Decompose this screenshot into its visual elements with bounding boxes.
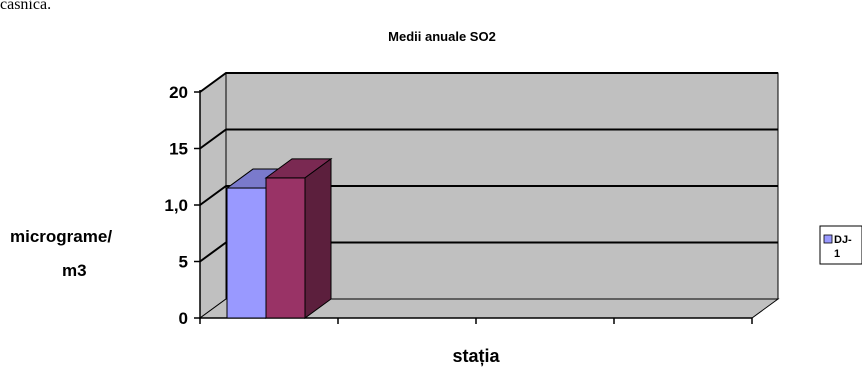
y-tick-label: 15 <box>169 140 188 159</box>
chart-title: Medii anuale SO2 <box>388 29 496 44</box>
bar-side <box>304 157 332 319</box>
gridline <box>199 128 778 150</box>
y-axis-label-line-2: m3 <box>62 261 87 280</box>
gridline <box>199 185 778 206</box>
y-tick-label: 5 <box>179 253 188 272</box>
gridline <box>199 241 778 263</box>
y-tick-label: 0 <box>179 309 188 328</box>
bar <box>226 187 267 319</box>
legend-swatch <box>823 234 833 244</box>
bar <box>265 177 306 319</box>
gridline <box>199 72 778 93</box>
x-axis-label: stația <box>452 346 500 366</box>
legend-box <box>819 225 862 265</box>
plot-area: 0 5 1,0 15 20 <box>164 72 780 328</box>
legend-entry-line-1: DJ- <box>834 234 852 246</box>
legend: DJ- 1 <box>819 225 862 265</box>
y-tick-label: 20 <box>169 83 188 102</box>
y-axis-label-line-1: micrograme/ <box>10 227 112 246</box>
legend-entry-line-2: 1 <box>834 248 840 260</box>
page-top-text: casnica. <box>0 0 51 13</box>
y-tick-label: 1,0 <box>164 196 188 215</box>
